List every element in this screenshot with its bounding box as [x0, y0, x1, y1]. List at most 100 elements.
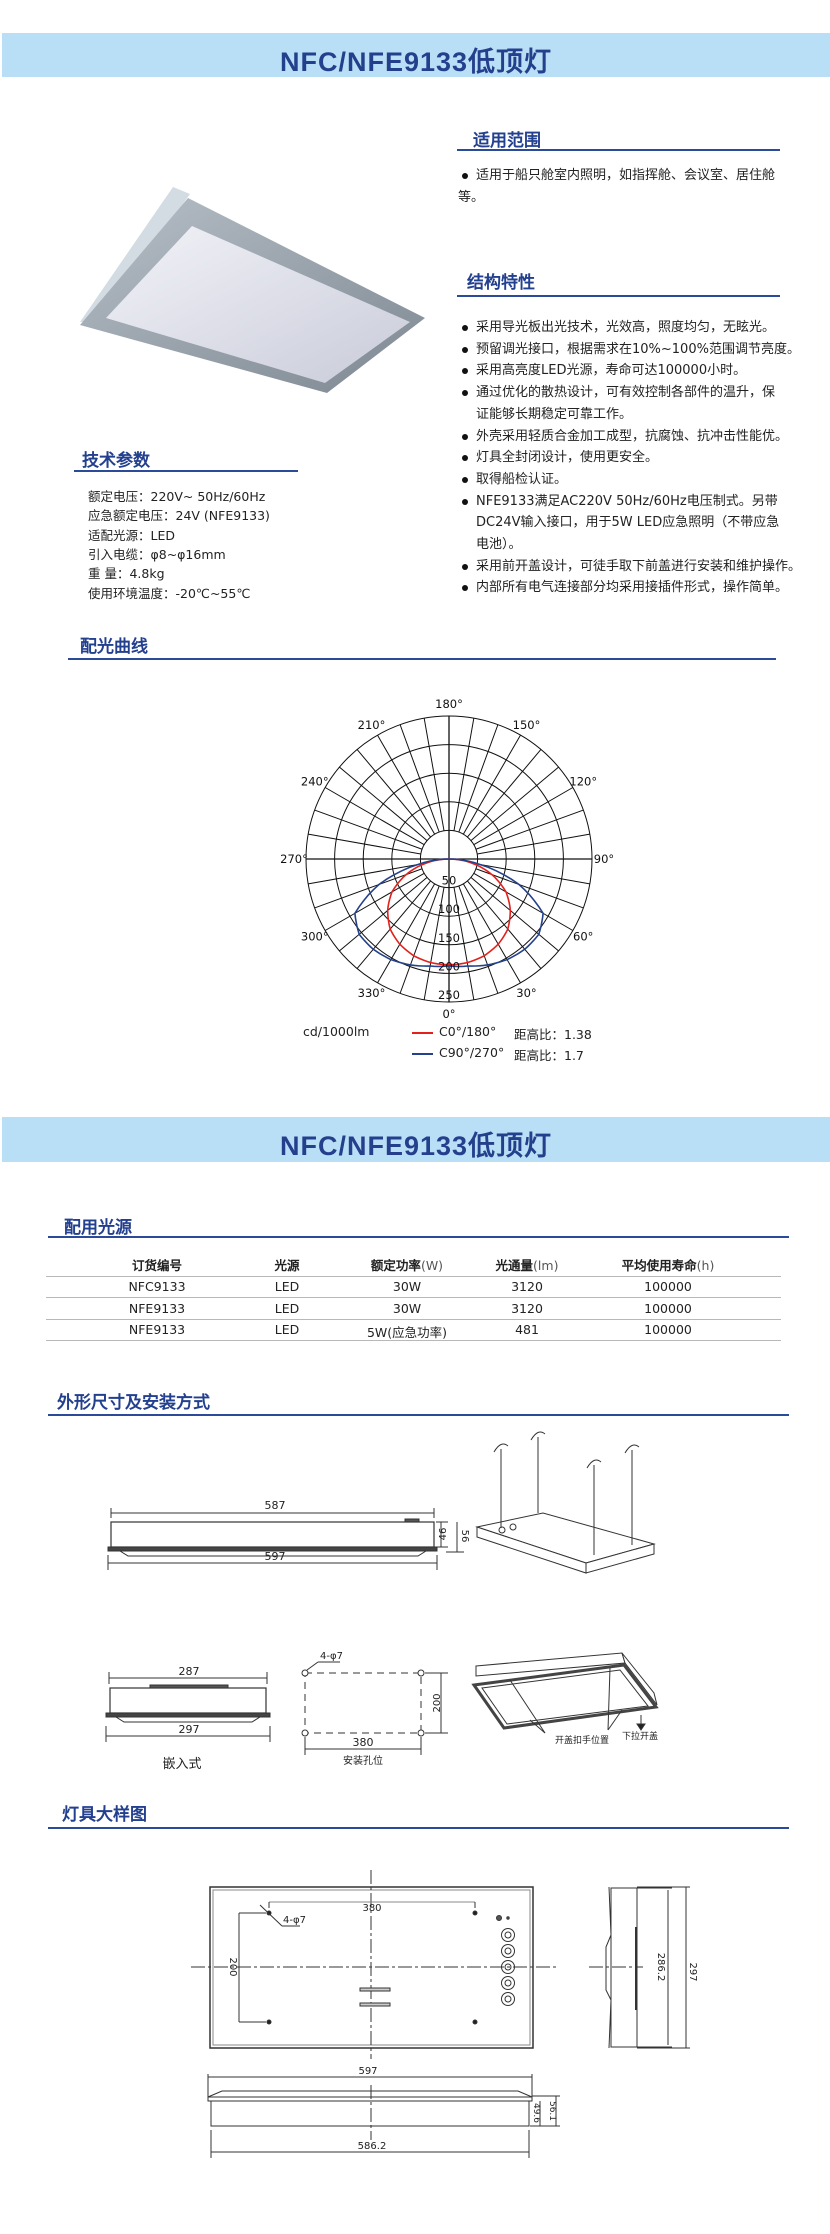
angle-label: 120° [569, 775, 597, 789]
spec-line: 重 量：4.8kg [88, 566, 165, 582]
dim-597: 597 [265, 1550, 286, 1563]
series-curve-1 [354, 858, 544, 968]
photometric-underline [68, 658, 776, 660]
unit-label: cd/1000lm [303, 1024, 370, 1039]
polar-spoke [377, 883, 436, 984]
bullet-icon [462, 585, 468, 592]
table-cell: 30W [392, 1279, 422, 1294]
table-cell: LED [274, 1300, 300, 1316]
polar-spoke [473, 787, 574, 846]
polar-spoke [339, 877, 428, 952]
specs-underline [74, 470, 298, 472]
bullet-icon [462, 390, 468, 397]
dim-287: 287 [179, 1665, 200, 1678]
mounting-holes-drawing: 4-φ7 200 380 [301, 1651, 448, 1755]
polar-spoke [423, 887, 445, 1000]
legend-series-name: C0°/180° [439, 1024, 497, 1039]
application-heading: 适用范围 [473, 131, 541, 151]
light-source-underline [48, 1236, 789, 1238]
polar-spoke [470, 877, 559, 952]
table-cell: 100000 [644, 1322, 692, 1337]
detail-dim-200: 200 [227, 1957, 238, 1976]
polar-spoke [399, 885, 440, 994]
table-cell: 481 [515, 1322, 539, 1337]
polar-spoke [467, 880, 542, 969]
bullet-icon [462, 433, 468, 440]
radial-tick-label: 150 [438, 931, 460, 945]
angle-label: 30° [516, 986, 536, 1000]
detail-underline [48, 1827, 789, 1829]
table-cell: 100000 [644, 1300, 692, 1316]
product-title: NFC/NFE9133低顶灯 [279, 47, 553, 77]
polar-chart: 50 100 150 200 250 0° 30° 60° 90° 120° 150° 180° 210… [280, 697, 614, 1021]
table-cell: 100000 [644, 1279, 692, 1294]
polar-spoke [467, 749, 542, 838]
table-header-cell: 光通量(lm) [495, 1258, 559, 1273]
open-cover-drawing [471, 1652, 659, 1734]
legend-swatch [412, 1032, 433, 1034]
table-header-cell: 平均使用寿命(h) [621, 1258, 715, 1273]
suspended-mount-drawing [475, 1431, 656, 1574]
table-divider [46, 1276, 781, 1277]
bullet-icon [462, 346, 468, 353]
grip-caption: 开盖扣手位置 [554, 1736, 610, 1746]
dim-200: 200 [432, 1693, 443, 1712]
legend-ratio: 距高比：1.38 [514, 1027, 592, 1042]
product-photo [80, 187, 425, 393]
spec-line: 适配光源：LED [88, 527, 175, 543]
table-header-cell: 光源 [274, 1258, 300, 1273]
angle-label: 330° [358, 986, 386, 1000]
table-header-cell: 额定功率(W) [370, 1258, 444, 1273]
angle-label: 150° [513, 718, 541, 732]
dim-46: 46 [438, 1528, 449, 1541]
light-source-heading: 配用光源 [64, 1218, 132, 1238]
dim-56: 56 [459, 1530, 470, 1543]
polar-spoke [356, 749, 431, 838]
polar-spoke [462, 734, 521, 835]
detail-dim-380: 380 [362, 1903, 381, 1914]
polar-spoke [477, 833, 590, 855]
legend-swatch [412, 1053, 433, 1055]
dimensions-heading: 外形尺寸及安装方式 [57, 1393, 210, 1413]
detail-plan-drawing: 380 4-φ7 200 [191, 1870, 557, 2059]
dim-297: 297 [179, 1723, 200, 1736]
angle-label: 270° [280, 852, 308, 866]
polar-spoke [308, 833, 421, 855]
dim-380: 380 [353, 1736, 374, 1749]
polar-spoke [470, 766, 559, 841]
polar-spoke [458, 724, 499, 833]
detail-dim-286-2: 286.2 [655, 1953, 666, 1982]
spec-line: 使用环境温度：-20℃~55℃ [88, 585, 251, 601]
detail-dim-56-1: 56.1 [547, 2101, 557, 2121]
table-cell: 30W [392, 1300, 422, 1316]
detail-heading: 灯具大样图 [62, 1805, 147, 1825]
angle-label: 60° [573, 930, 593, 944]
table-divider [46, 1297, 781, 1298]
table-cell: NFE9133 [128, 1300, 186, 1316]
polar-spoke [314, 809, 423, 850]
radial-tick-label: 50 [442, 874, 457, 888]
table-cell: LED [274, 1322, 300, 1337]
table-header-cell: 订货编号 [131, 1258, 183, 1273]
polar-spoke [377, 734, 436, 835]
polar-spoke [453, 718, 475, 831]
pull-caption: 下拉开盖 [621, 1732, 659, 1742]
dimensions-underline [48, 1414, 789, 1416]
table-cell: 5W(应急功率) [366, 1325, 448, 1340]
detail-dim-597: 597 [358, 2066, 377, 2077]
bullet-icon [462, 476, 468, 483]
radial-tick-label: 200 [438, 959, 460, 973]
polar-spoke [324, 872, 425, 931]
front-view-drawing: 587 597 46 56 [107, 1499, 470, 1570]
angle-label: 180° [435, 697, 463, 711]
polar-spoke [462, 883, 521, 984]
photometric-heading: 配光曲线 [80, 637, 148, 657]
angle-label: 90° [594, 852, 614, 866]
polar-spoke [339, 766, 428, 841]
detail-dim-49-6: 49.6 [531, 2103, 541, 2123]
spec-line: 额定电压：220V~ 50Hz/60Hz [88, 489, 266, 504]
polar-spoke [475, 809, 584, 850]
polar-spoke [356, 880, 431, 969]
holes-spec: 4-φ7 [320, 1651, 343, 1662]
